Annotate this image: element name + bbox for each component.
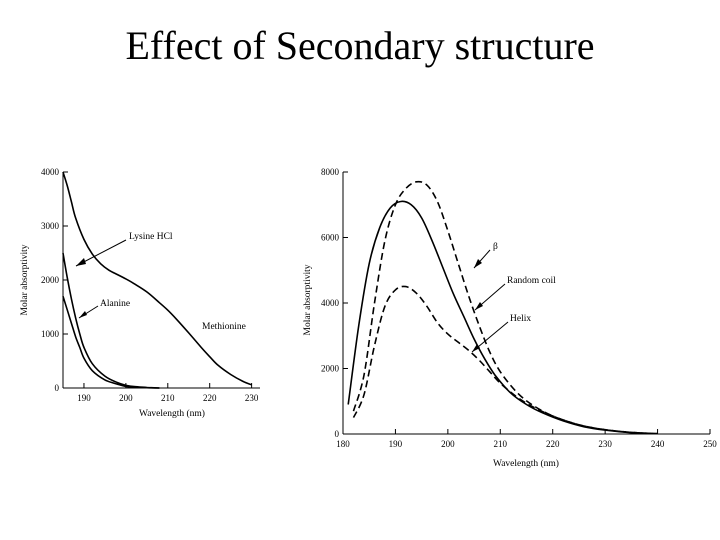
right-chart: 180 190 200 210 220 230 240 250 0 2000 4000 6000 800…: [303, 167, 717, 469]
right-x-tick-label: 200: [441, 439, 455, 449]
right-x-tick-label: 240: [651, 439, 665, 449]
annotation-beta: β: [493, 242, 498, 252]
annotation-lysine: Lysine HCl: [129, 232, 173, 242]
right-ylabel: Molar absorptivity: [303, 264, 313, 335]
left-y-tick-label: 3000: [41, 221, 60, 231]
annotation-methionine: Methionine: [202, 322, 246, 332]
left-series: [62, 171, 252, 389]
right-x-tick-label: 180: [336, 439, 350, 449]
left-y-tick-label: 2000: [41, 275, 60, 285]
annotation-helix: Helix: [510, 314, 531, 324]
arrowhead-beta: [474, 259, 482, 268]
left-y-tick-label: 4000: [41, 167, 60, 177]
arrowhead-random-coil: [475, 302, 483, 310]
left-ticks: 190 200 210 220 230 0 1000 2000 3000 4000: [41, 167, 259, 403]
arrowhead-lysine: [76, 258, 86, 266]
right-ticks: 180 190 200 210 220 230 240 250 0 2000 4000 6000 800…: [321, 167, 717, 449]
left-x-tick-label: 190: [77, 393, 91, 403]
right-x-tick-label: 220: [546, 439, 560, 449]
left-x-tick-label: 200: [119, 393, 133, 403]
left-x-tick-label: 230: [245, 393, 259, 403]
right-series--line: [352, 180, 658, 435]
right-x-tick-label: 230: [598, 439, 612, 449]
left-x-tick-label: 220: [203, 393, 217, 403]
page-title: Effect of Secondary structure: [125, 23, 595, 68]
right-annotations: β Random coil Helix: [471, 242, 556, 353]
right-x-tick-label: 210: [494, 439, 508, 449]
left-x-tick-label: 210: [161, 393, 175, 403]
annotation-alanine: Alanine: [100, 299, 130, 309]
right-x-tick-label: 190: [389, 439, 403, 449]
right-y-tick-label: 8000: [321, 167, 340, 177]
right-xlabel: Wavelength (nm): [493, 458, 559, 469]
right-series-helix-line: [352, 285, 658, 435]
left-y-tick-label: 0: [55, 383, 60, 393]
right-series-random-coil-line: [347, 200, 658, 435]
right-y-tick-label: 6000: [321, 233, 340, 243]
right-x-tick-label: 250: [703, 439, 717, 449]
arrowhead-helix: [472, 344, 480, 352]
annotation-random-coil: Random coil: [507, 276, 556, 286]
left-chart: 190 200 210 220 230 0 1000 2000 3000 4000 Molar a…: [20, 167, 260, 419]
right-series: [347, 180, 658, 435]
left-series-methionine-line: [62, 171, 252, 386]
left-ylabel: Molar absorptivity: [20, 244, 30, 315]
right-y-tick-label: 4000: [321, 298, 340, 308]
right-y-tick-label: 2000: [321, 364, 340, 374]
right-y-tick-label: 0: [335, 429, 340, 439]
left-y-tick-label: 1000: [41, 329, 60, 339]
left-annotations: Lysine HCl Alanine Methionine: [75, 232, 246, 332]
left-series-lysine-hcl-line: [62, 252, 160, 389]
arrowhead-alanine: [79, 311, 87, 318]
left-xlabel: Wavelength (nm): [139, 408, 205, 419]
left-series-alanine-line: [62, 295, 160, 389]
